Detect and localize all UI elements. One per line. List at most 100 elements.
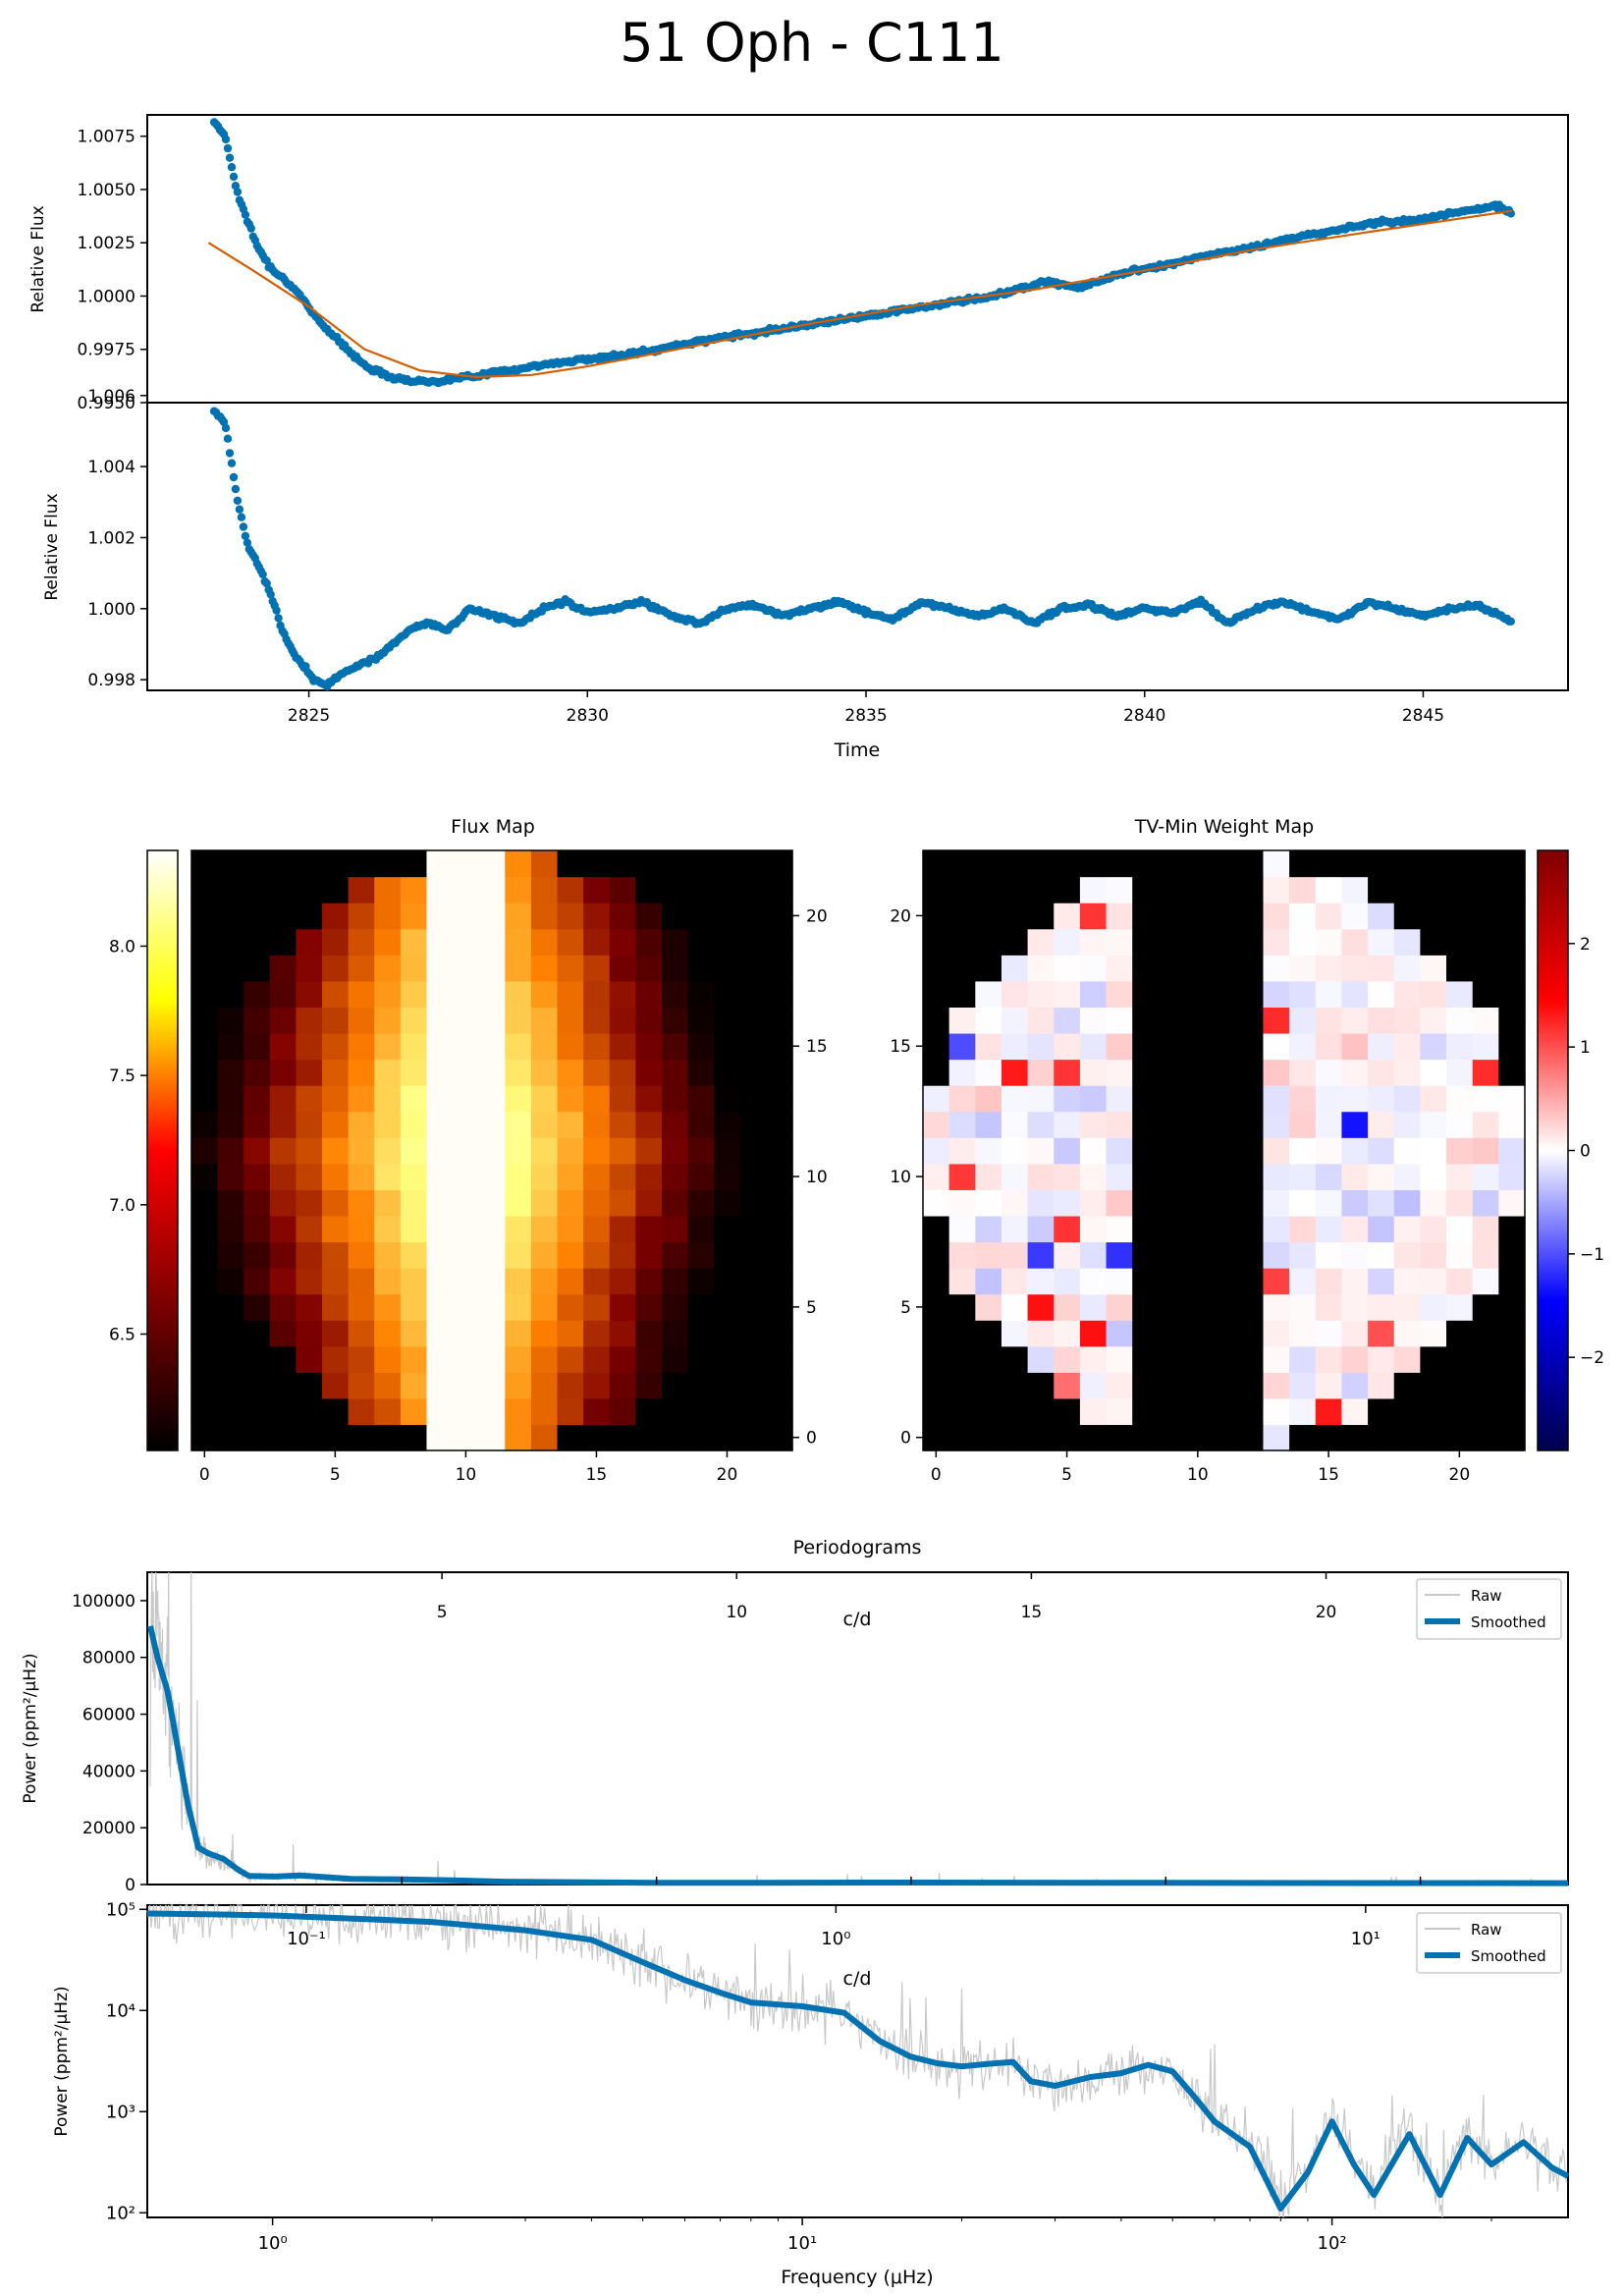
heatmap-cell: [1001, 1215, 1029, 1243]
heatmap-cell: [426, 1424, 454, 1451]
heatmap-cell: [453, 1215, 480, 1243]
heatmap-cell: [1446, 955, 1474, 982]
heatmap-cell: [1263, 1345, 1290, 1373]
y-tick-label: 60000: [82, 1706, 135, 1725]
data-point: [235, 505, 244, 514]
heatmap-cell: [1289, 980, 1317, 1008]
heatmap-cell: [1263, 1424, 1290, 1451]
heatmap-cell: [739, 1111, 767, 1138]
heatmap-cell: [1315, 980, 1343, 1008]
heatmap-cell: [714, 1372, 741, 1399]
top-tick-label: 20: [1316, 1603, 1337, 1622]
heatmap-cell: [530, 1293, 559, 1321]
heatmap-cell: [948, 902, 976, 930]
heatmap-cell: [530, 1163, 559, 1190]
heatmap-cell: [244, 955, 271, 982]
heatmap-cell: [269, 1293, 298, 1321]
heatmap-cell: [661, 1189, 689, 1217]
heatmap-cell: [1027, 1111, 1055, 1138]
heatmap-cell: [1132, 1007, 1160, 1034]
heatmap-cell: [453, 1372, 480, 1399]
heatmap-cell: [948, 1111, 976, 1138]
heatmap-cell: [1054, 850, 1081, 878]
heatmap-cell: [766, 1137, 793, 1165]
heatmap-cell: [374, 1372, 402, 1399]
heatmap-cell: [1368, 1032, 1395, 1061]
heatmap-cell: [609, 850, 636, 878]
heatmap-cell: [1106, 980, 1133, 1008]
heatmap-cell: [583, 1111, 611, 1138]
heatmap-cell: [1158, 1189, 1186, 1217]
heatmap-cell: [505, 1189, 532, 1217]
weight-map-axes: [922, 849, 1526, 1451]
data-point: [231, 484, 241, 494]
heatmap-cell: [1236, 980, 1265, 1008]
heatmap-cell: [687, 1059, 715, 1086]
heatmap-cell: [478, 1397, 506, 1426]
heatmap-cell: [244, 850, 271, 878]
heatmap-cell: [1054, 1345, 1081, 1373]
heatmap-cell: [1158, 1424, 1186, 1451]
heatmap-cell: [1341, 1293, 1369, 1321]
heatmap-cell: [269, 1215, 298, 1243]
heatmap-cell: [714, 928, 741, 956]
y-tick-label: 1.000: [87, 600, 135, 620]
heatmap-cell: [1054, 1424, 1081, 1451]
heatmap-cell: [766, 902, 793, 930]
colorbar-tick-label: 2: [1580, 935, 1591, 955]
heatmap-cell: [217, 928, 244, 956]
heatmap-cell: [1341, 850, 1369, 878]
heatmap-cell: [348, 1059, 375, 1086]
y-tick-label: 15: [806, 1037, 828, 1057]
periodogram-log-cd-label: c/d: [843, 1968, 872, 1990]
heatmap-cell: [635, 1268, 663, 1295]
heatmap-cell: [374, 876, 402, 903]
heatmap-cell: [1420, 876, 1447, 903]
heatmap-cell: [1289, 876, 1317, 903]
heatmap-cell: [635, 850, 663, 878]
heatmap-cell: [766, 1268, 793, 1295]
heatmap-cell: [661, 876, 689, 903]
heatmap-cell: [1079, 1111, 1108, 1138]
heatmap-cell: [1027, 1032, 1055, 1061]
heatmap-cell: [583, 1293, 611, 1321]
heatmap-cell: [1027, 1137, 1055, 1165]
heatmap-cell: [1001, 876, 1029, 903]
heatmap-cell: [322, 1189, 350, 1217]
heatmap-cell: [244, 928, 271, 956]
heatmap-cell: [766, 1397, 793, 1426]
heatmap-cell: [1211, 1241, 1238, 1269]
heatmap-cell: [1211, 980, 1238, 1008]
heatmap-cell: [1393, 1424, 1421, 1451]
x-tick-label: 15: [586, 1465, 608, 1485]
heatmap-cell: [609, 1215, 636, 1243]
heatmap-cell: [1236, 1111, 1265, 1138]
heatmap-cell: [948, 980, 976, 1008]
heatmap-cell: [1315, 1163, 1343, 1190]
heatmap-cell: [923, 1397, 950, 1426]
heatmap-cell: [1184, 1293, 1212, 1321]
heatmap-cell: [1368, 1007, 1395, 1034]
detrended-lightcurve-xticks: 2825 2830 2835 2840 2845: [288, 690, 1444, 726]
heatmap-cell: [1106, 1424, 1133, 1451]
smoothed-spectrum: [146, 1910, 1570, 2212]
heatmap-cell: [322, 1372, 350, 1399]
heatmap-cell: [269, 980, 298, 1008]
y-tick-label: 0.9975: [78, 341, 135, 360]
heatmap-cell: [1446, 1293, 1474, 1321]
heatmap-cell: [217, 850, 244, 878]
heatmap-cell: [1236, 1189, 1265, 1217]
heatmap-cell: [1158, 980, 1186, 1008]
heatmap-cell: [1446, 1059, 1474, 1086]
heatmap-cell: [217, 1032, 244, 1061]
heatmap-cell: [478, 928, 506, 956]
heatmap-cell: [609, 1424, 636, 1451]
heatmap-cell: [426, 1085, 454, 1113]
detrended-lightcurve-panel: 2825 2830 2835 2840 2845 0.998 1.000 1.002 1.00…: [42, 387, 1569, 761]
heatmap-cell: [374, 1085, 402, 1113]
heatmap-cell: [687, 1424, 715, 1451]
heatmap-cell: [296, 1424, 323, 1451]
heatmap-cell: [296, 1032, 323, 1061]
heatmap-cell: [296, 1241, 323, 1269]
heatmap-cell: [1132, 980, 1160, 1008]
